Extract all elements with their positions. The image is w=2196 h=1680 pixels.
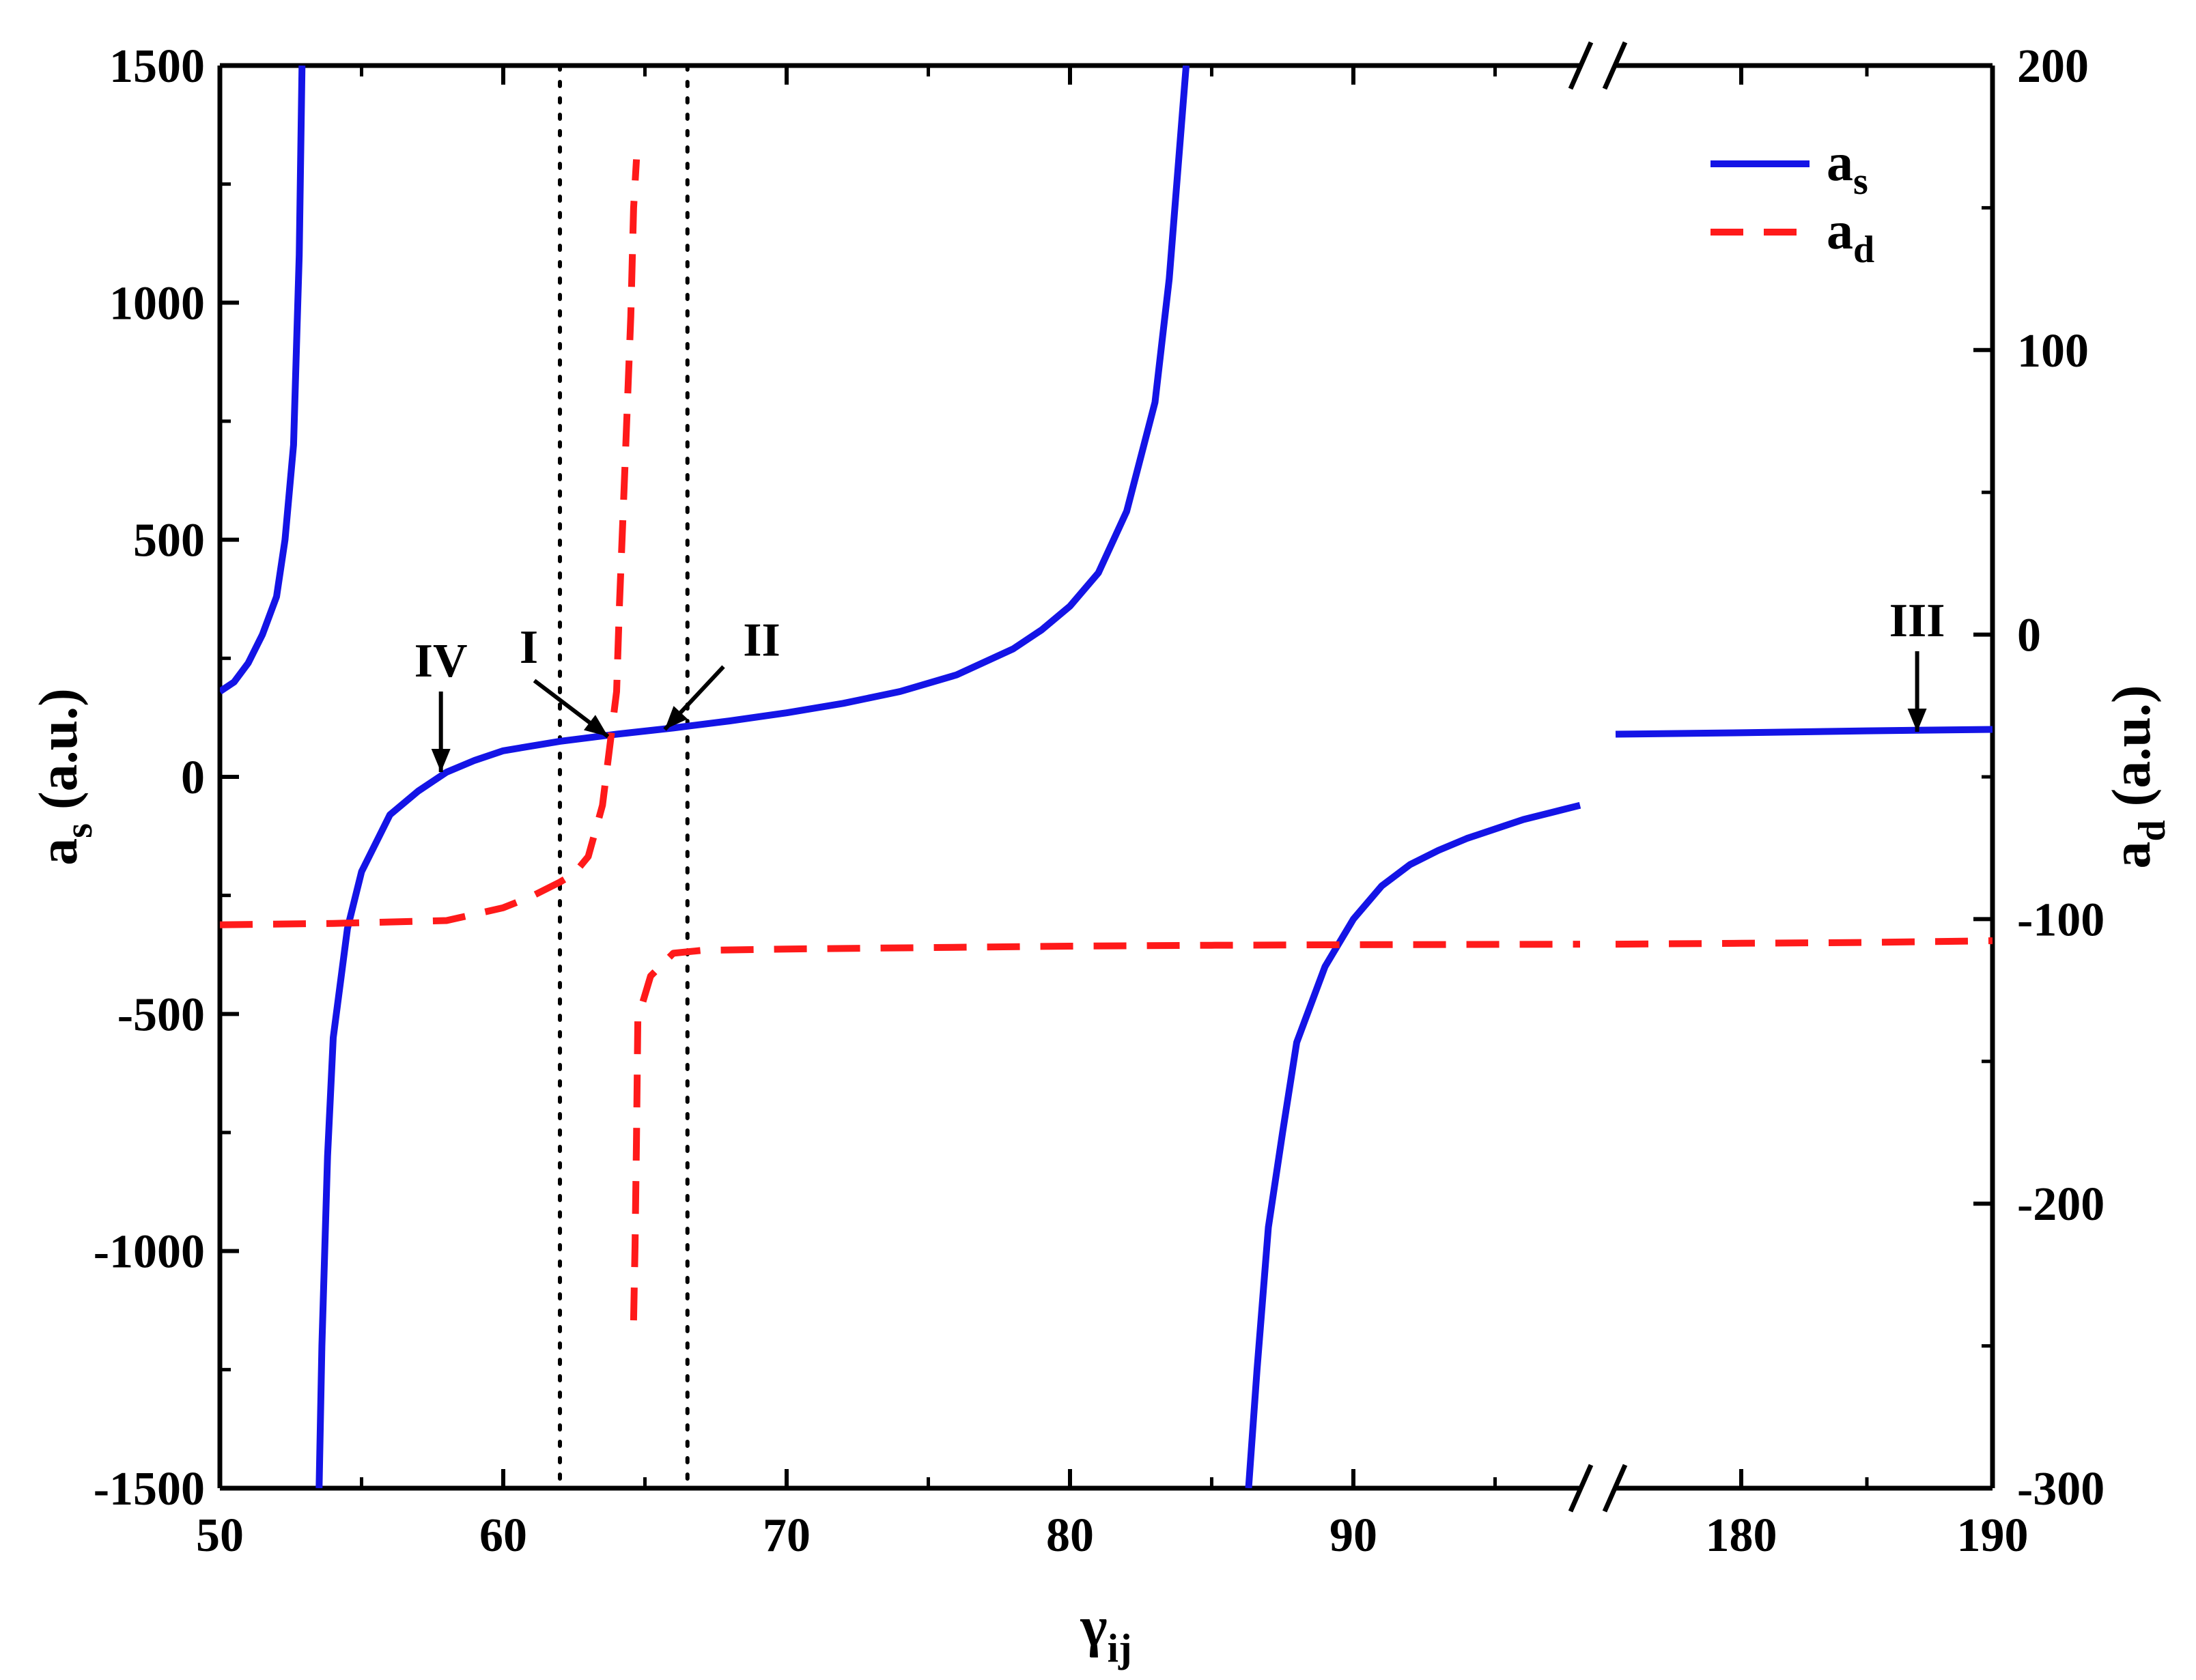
y-right-tick-label: -300 <box>2017 1463 2104 1515</box>
y-right-tick-label: 0 <box>2017 610 2041 662</box>
axis-break-mark <box>1602 1464 1628 1513</box>
series-ad-line <box>630 941 1581 1321</box>
y-right-label-main: a <box>2102 841 2162 868</box>
legend-label: ad <box>1827 201 1874 271</box>
legend-label-main: a <box>1827 132 1853 192</box>
annotation-label: I <box>520 621 538 674</box>
series-as-line <box>1615 726 1993 738</box>
axis-break-mark <box>1568 41 1594 90</box>
y-left-tick-label: 500 <box>133 515 205 567</box>
annotation-label: IV <box>414 635 468 687</box>
annotation-arrow-head <box>584 715 608 737</box>
y-left-axis-label: as (a.u.) <box>29 688 100 866</box>
x-axis-label-main: γ <box>1080 1595 1107 1658</box>
x-axis-label-sub: ij <box>1108 1625 1132 1670</box>
axis-break-mark <box>1602 41 1628 90</box>
y-right-label-sub: d <box>2131 820 2173 841</box>
y-left-tick-label: 0 <box>181 752 205 804</box>
annotation-arrow-head <box>664 706 688 730</box>
annotation-arrow-head <box>1907 709 1927 732</box>
legend-label: as <box>1827 132 1868 203</box>
series-ad-line <box>1615 937 1993 948</box>
y-right-label-unit: (a.u.) <box>2102 685 2162 821</box>
y-left-tick-label: 1500 <box>109 40 205 93</box>
x-tick-label: 70 <box>763 1509 811 1562</box>
x-tick-label: 80 <box>1046 1509 1094 1562</box>
legend-label-main: a <box>1827 201 1853 260</box>
annotation-label: III <box>1889 595 1945 647</box>
x-axis-label: γij <box>1080 1595 1131 1670</box>
y-right-tick-label: 100 <box>2017 325 2089 378</box>
annotation-arrow-head <box>431 749 451 773</box>
y-left-label-main: a <box>29 838 89 866</box>
y-right-tick-label: 200 <box>2017 40 2089 93</box>
y-right-tick-label: -200 <box>2017 1178 2104 1231</box>
series-ad-line <box>220 159 640 928</box>
annotation-label: II <box>743 614 780 667</box>
y-right-axis-label: ad (a.u.) <box>2102 685 2173 869</box>
x-tick-label: 90 <box>1329 1509 1377 1562</box>
y-left-tick-label: -1000 <box>94 1226 205 1279</box>
series-as-line <box>220 66 306 695</box>
x-tick-label: 190 <box>1957 1509 2029 1562</box>
x-tick-label: 60 <box>479 1509 527 1562</box>
series-as-line <box>315 66 1190 1488</box>
legend-label-sub: s <box>1853 160 1868 203</box>
x-tick-label: 180 <box>1706 1509 1777 1562</box>
y-left-label-unit: (a.u.) <box>29 688 89 823</box>
axis-break-mark <box>1568 1464 1594 1513</box>
series-as-line <box>1245 801 1581 1488</box>
x-tick-label: 50 <box>196 1509 244 1562</box>
y-left-tick-label: 1000 <box>109 277 205 330</box>
y-left-label-sub: s <box>58 823 100 838</box>
plot-area: 50 60 70 80 90 180 190-1500-1000-5000500100015… <box>29 40 2173 1670</box>
legend-label-sub: d <box>1853 229 1874 271</box>
y-left-tick-label: -500 <box>117 988 205 1041</box>
y-right-tick-label: -100 <box>2017 894 2104 946</box>
y-left-tick-label: -1500 <box>94 1463 205 1515</box>
